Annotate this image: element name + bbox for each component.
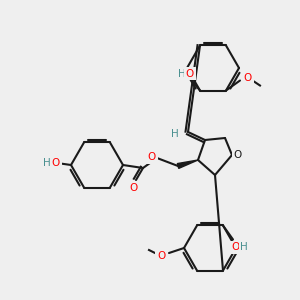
Text: H: H bbox=[178, 68, 186, 79]
Text: O: O bbox=[129, 183, 137, 193]
Text: H: H bbox=[240, 242, 248, 253]
Text: O: O bbox=[186, 68, 194, 79]
Text: O: O bbox=[244, 73, 252, 82]
Text: O: O bbox=[148, 152, 156, 162]
Text: H: H bbox=[171, 129, 179, 139]
Polygon shape bbox=[177, 160, 198, 168]
Text: O: O bbox=[157, 251, 165, 261]
Text: O: O bbox=[232, 242, 240, 253]
Text: H: H bbox=[43, 158, 51, 168]
Text: O: O bbox=[234, 150, 242, 160]
Text: O: O bbox=[52, 158, 60, 168]
